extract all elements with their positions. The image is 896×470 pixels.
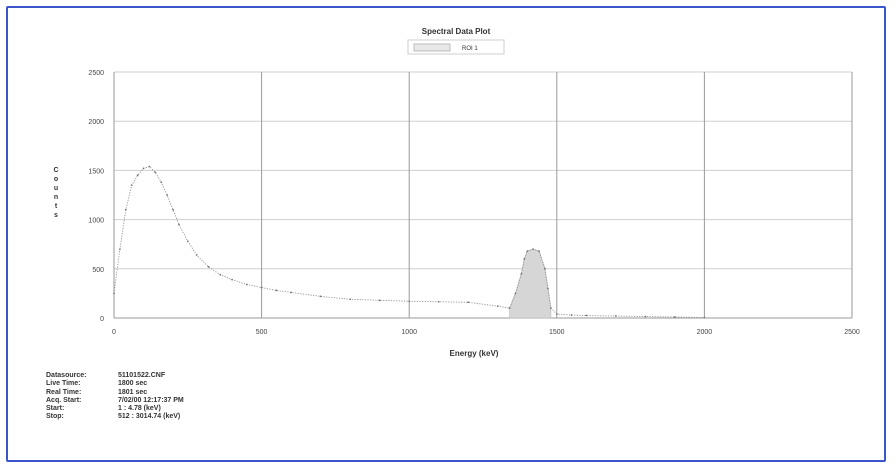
roi-region: [509, 248, 552, 319]
x-tick-label: 1000: [401, 329, 417, 336]
data-point: [570, 314, 573, 316]
data-point: [523, 258, 526, 260]
data-point: [124, 208, 127, 211]
data-point: [195, 254, 198, 256]
data-point: [148, 165, 151, 168]
data-point: [290, 291, 293, 294]
data-point: [467, 301, 470, 304]
datasource-value: 51101522.CNF: [118, 372, 166, 379]
data-point: [555, 313, 558, 315]
data-point: [166, 194, 169, 196]
legend: ROI 1: [407, 39, 505, 55]
legend-label: ROI 1: [462, 46, 478, 52]
start-label: Start:: [46, 405, 65, 413]
stop-label: Stop:: [46, 413, 64, 421]
stop-value: 512 : 3014.74 (keV): [118, 413, 181, 421]
data-point: [673, 316, 676, 318]
data-point: [514, 292, 517, 295]
data-point: [437, 300, 440, 303]
x-tick-label: 2500: [844, 329, 860, 336]
acquisition-info: Datasource: 51101522.CNF Live Time: 1800…: [46, 372, 184, 422]
info-row-live-time: Live Time: 1800 sec: [46, 380, 184, 388]
y-axis-label-letter: u: [54, 185, 58, 192]
roi-fill: [509, 248, 552, 319]
data-point: [703, 316, 706, 319]
data-point: [614, 315, 617, 317]
legend-swatch-roi: [413, 43, 451, 52]
real-time-value: 1801 sec: [118, 388, 148, 396]
data-point: [538, 250, 540, 252]
data-point: [526, 250, 529, 252]
data-point: [119, 248, 121, 251]
data-point: [260, 286, 263, 289]
data-point: [275, 289, 278, 292]
data-point: [544, 267, 546, 270]
chart-title: Spectral Data Plot: [422, 27, 491, 36]
start-value: 1 : 4.78 (keV): [118, 405, 161, 413]
data-point: [549, 307, 552, 310]
x-tick-label: 0: [112, 329, 116, 336]
x-tick-label: 1500: [549, 329, 565, 336]
chart-frame: [6, 6, 886, 462]
y-axis-label-letter: o: [54, 176, 58, 183]
data-point: [532, 248, 535, 251]
data-point: [644, 315, 647, 318]
x-tick-label: 2000: [697, 329, 713, 336]
y-axis-label-letter: n: [54, 194, 58, 201]
series-layer: [113, 165, 706, 319]
info-row-start: Start: 1 : 4.78 (keV): [46, 405, 184, 413]
data-point: [136, 174, 139, 177]
data-point: [207, 265, 210, 268]
info-row-real-time: Real Time: 1801 sec: [46, 389, 184, 397]
y-tick-label: 2500: [88, 70, 104, 77]
y-axis-label-letter: s: [54, 212, 58, 219]
data-point: [508, 307, 511, 310]
y-tick-label: 2000: [88, 119, 104, 126]
acq-start-label: Acq. Start:: [46, 396, 82, 404]
data-point: [349, 298, 352, 301]
data-point: [378, 299, 381, 302]
data-point: [186, 240, 189, 243]
data-point: [520, 272, 523, 275]
data-point: [547, 287, 549, 290]
data-point: [130, 184, 133, 187]
acq-start-value: 7/02/00 12:17:37 PM: [118, 396, 184, 404]
data-point: [408, 300, 411, 303]
datasource-label: Datasource:: [46, 372, 87, 379]
info-row-stop: Stop: 512 : 3014.74 (keV): [46, 413, 184, 421]
data-point: [178, 223, 180, 226]
y-tick-label: 1000: [88, 218, 104, 225]
y-axis-label-letter: C: [53, 167, 58, 174]
data-point: [113, 292, 115, 295]
x-axis-label: Energy (keV): [450, 349, 499, 358]
grid: [113, 71, 853, 319]
y-tick-labels: 0 500 1000 1500 2000 2500: [88, 70, 104, 323]
info-row-acq-start: Acq. Start: 7/02/00 12:17:37 PM: [46, 397, 184, 405]
x-tick-labels: 0 500 1000 1500 2000 2500: [112, 329, 860, 336]
x-tick-label: 500: [256, 329, 268, 336]
live-time-label: Live Time:: [46, 380, 81, 388]
y-axis-label-letter: t: [55, 203, 58, 210]
live-time-value: 1800 sec: [118, 380, 148, 388]
data-point: [585, 314, 588, 317]
data-point: [172, 208, 174, 211]
data-point: [231, 278, 233, 281]
y-tick-label: 500: [92, 267, 104, 274]
y-tick-label: 0: [100, 316, 104, 323]
real-time-label: Real Time:: [46, 388, 82, 396]
data-point: [142, 167, 145, 170]
data-point: [154, 171, 157, 174]
data-point: [160, 181, 163, 184]
info-row-datasource: Datasource: 51101522.CNF: [46, 372, 184, 380]
data-point: [496, 305, 499, 308]
data-point: [219, 273, 222, 276]
data-point: [245, 283, 248, 286]
y-tick-label: 1500: [88, 168, 104, 175]
data-point: [319, 295, 322, 298]
